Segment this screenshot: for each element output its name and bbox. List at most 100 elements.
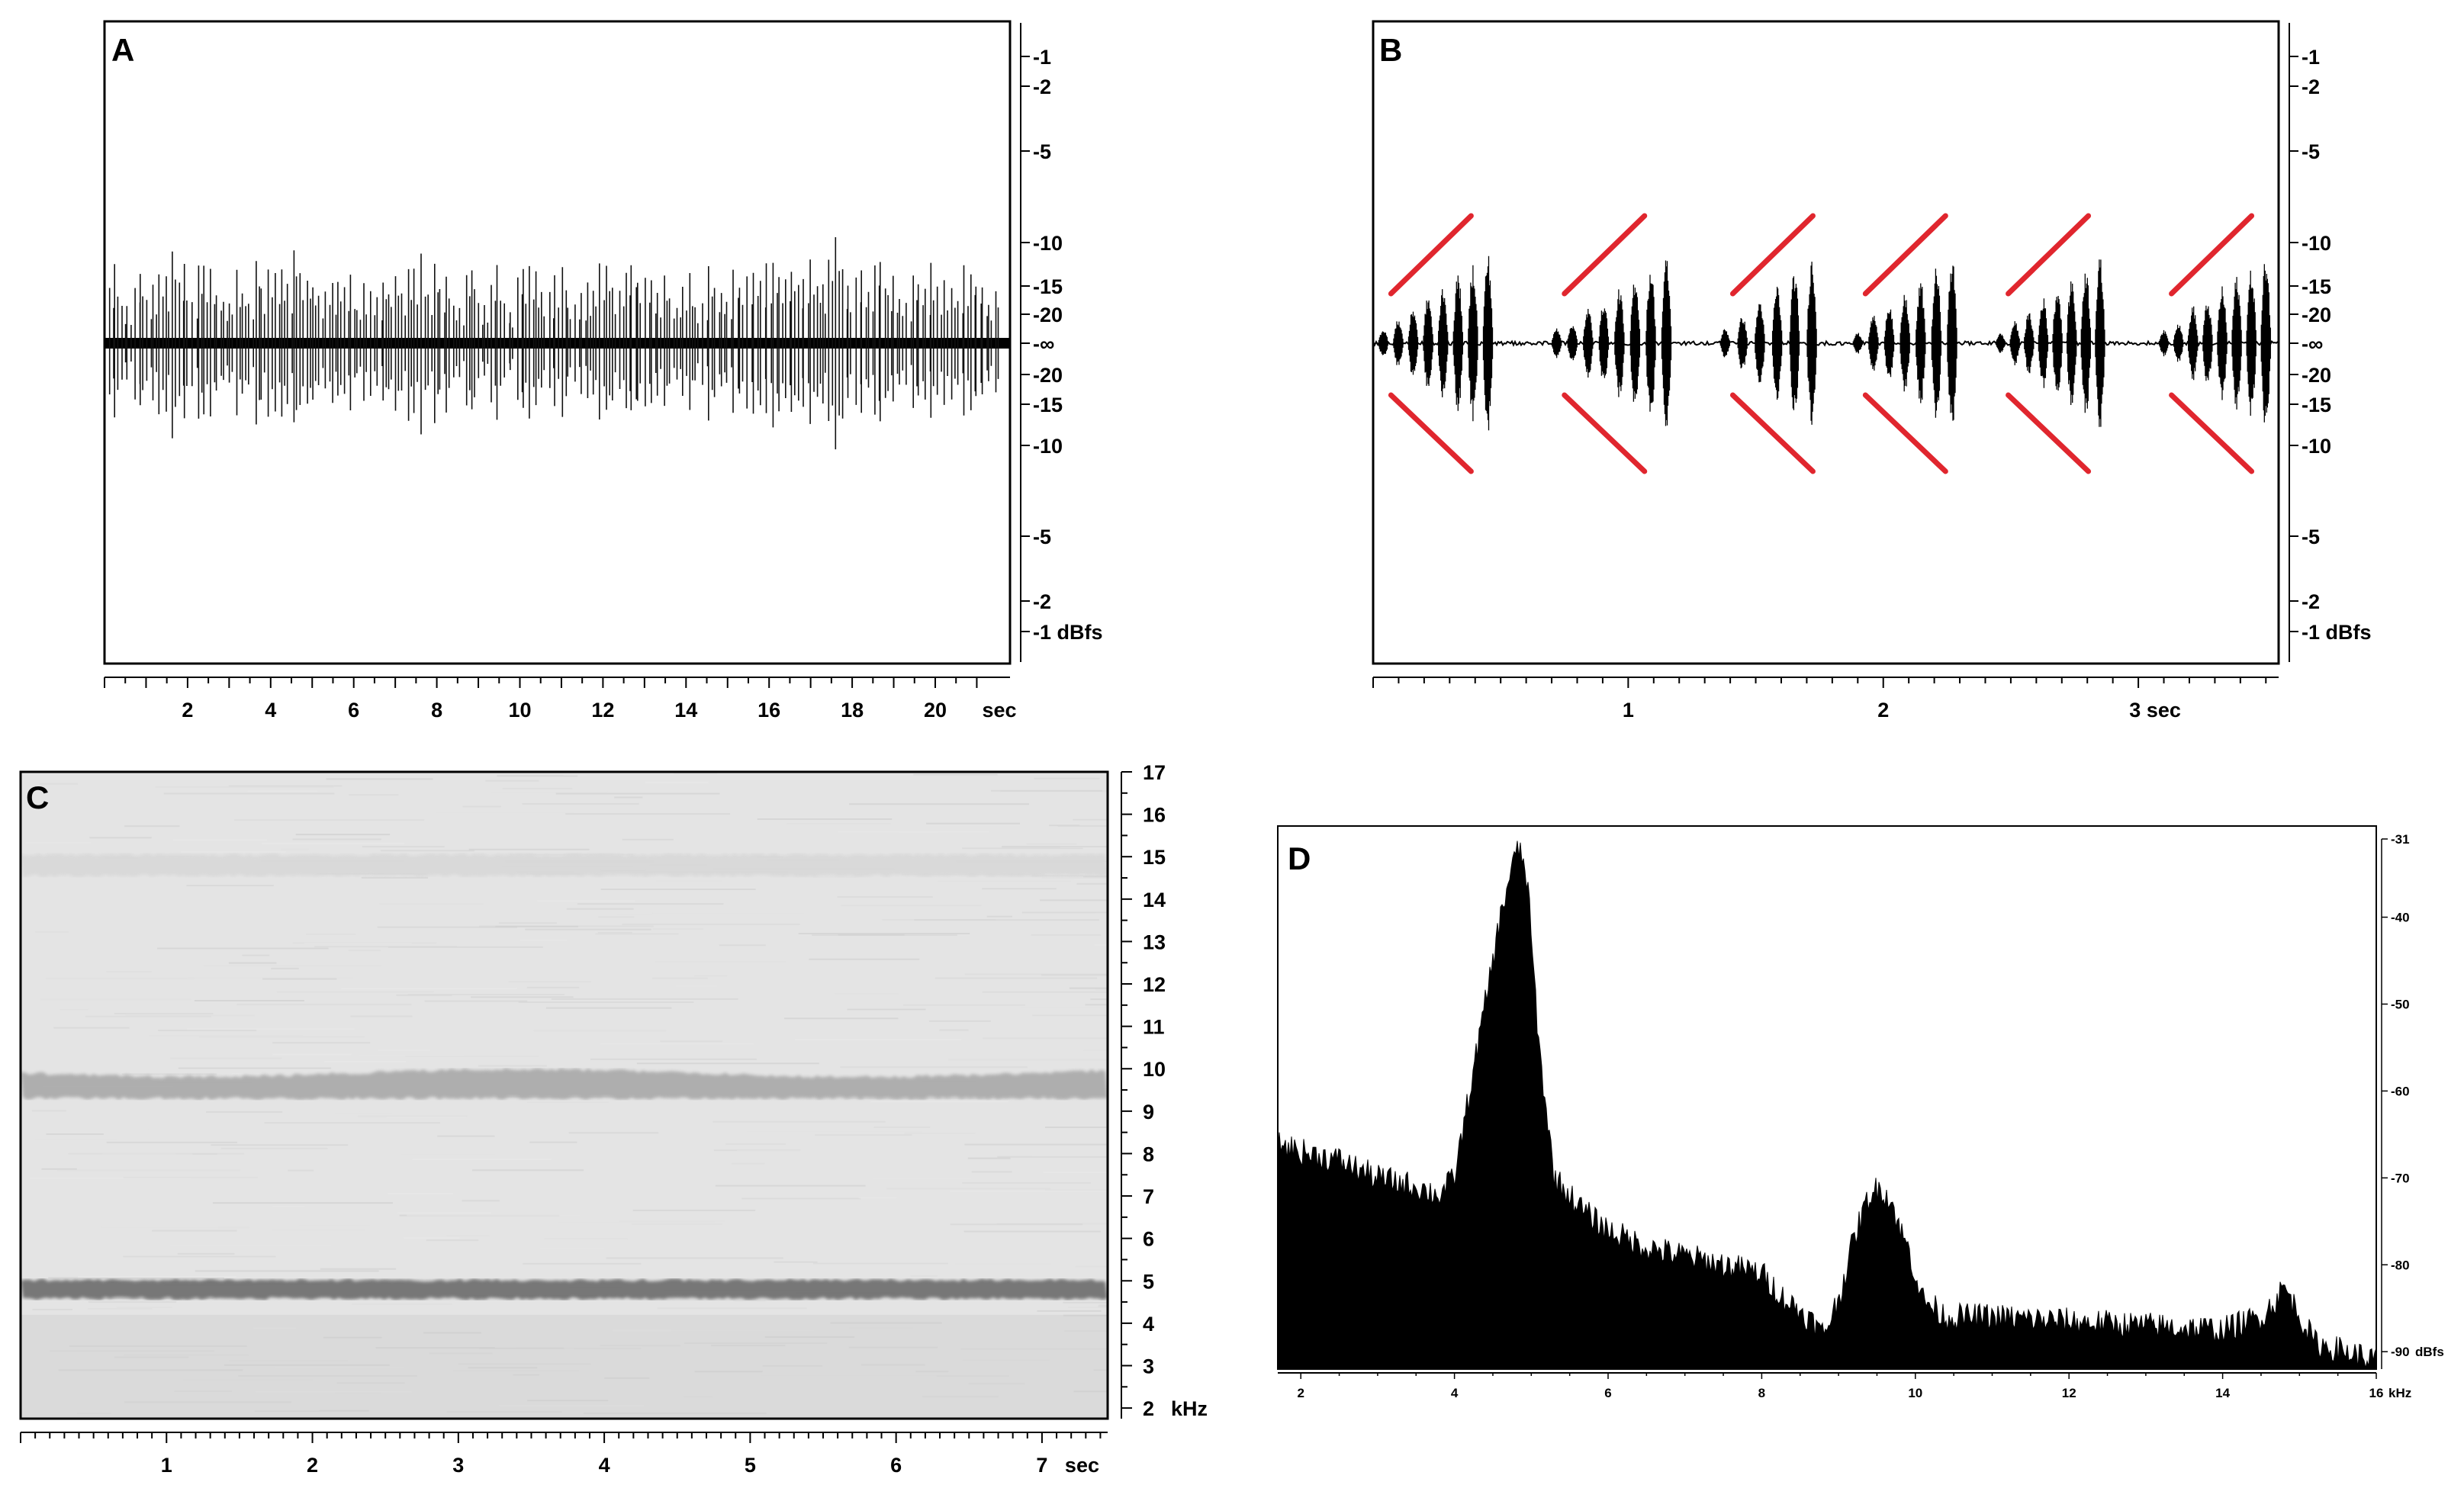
spectrogram-noise xyxy=(732,1162,765,1165)
spectrogram-noise xyxy=(341,988,517,990)
spectrogram-noise xyxy=(773,966,902,968)
spectrogram-noise xyxy=(693,975,728,977)
spectrogram-noise xyxy=(1064,1330,1108,1332)
spectrogram-noise xyxy=(595,933,679,935)
spectrogram-noise xyxy=(1063,1314,1108,1316)
spectrogram-noise xyxy=(106,1141,237,1143)
y-tick-label: 15 xyxy=(1143,846,1166,869)
y-tick-label: 10 xyxy=(1143,1058,1166,1081)
spectrogram-noise xyxy=(462,1200,500,1202)
spectrogram-noise xyxy=(187,977,353,979)
x-tick-label: 5 xyxy=(745,1454,756,1477)
spectrogram-noise xyxy=(471,996,574,998)
spectrogram-noise xyxy=(1095,988,1108,991)
spectrogram-noise xyxy=(928,1020,991,1022)
spectrogram-noise xyxy=(597,932,632,934)
x-tick-label: 14 xyxy=(2215,1386,2230,1400)
spectrogram-noise xyxy=(676,985,718,988)
spectrogram-noise xyxy=(276,1403,350,1406)
spectrogram-noise xyxy=(352,1303,452,1306)
spectrogram-noise xyxy=(964,1143,1108,1146)
spectrogram-noise xyxy=(1068,1307,1108,1309)
spectrogram-noise xyxy=(1043,1172,1108,1174)
spectrogram-noise xyxy=(82,1129,149,1131)
spectrogram-noise xyxy=(1002,846,1108,848)
spectrogram-noise xyxy=(123,1255,276,1258)
x-tick-label: 7 xyxy=(1036,1454,1047,1477)
spectrogram-noise xyxy=(262,978,337,980)
spectrogram-noise xyxy=(872,1178,972,1180)
spectrogram-noise xyxy=(523,1262,642,1265)
x-tick-label: 16 xyxy=(2369,1386,2384,1400)
spectrogram-noise xyxy=(848,1346,938,1348)
panel-a-waveform xyxy=(105,237,1010,450)
spectrogram-noise xyxy=(242,954,270,956)
x-axis-unit: sec xyxy=(1065,1454,1099,1477)
spectrogram-noise xyxy=(361,876,428,879)
spectrogram-noise xyxy=(1073,818,1108,821)
panel-a-x-axis: 2 4 6 8 10 12 14 16 18 20 sec xyxy=(104,677,1017,722)
spectrogram-noise xyxy=(236,1004,412,1006)
y-tick-label: -∞ xyxy=(1033,333,1054,355)
spectrogram-noise xyxy=(436,1403,605,1405)
spectrogram-noise xyxy=(479,1347,565,1349)
spectrogram-noise xyxy=(741,1197,861,1200)
spectrogram-noise xyxy=(873,1127,931,1128)
x-tick-label: 12 xyxy=(591,699,614,722)
spectrogram-noise xyxy=(660,1040,723,1043)
spectrogram-noise xyxy=(1031,934,1102,936)
spectrogram-noise xyxy=(155,786,334,788)
spectrogram-noise xyxy=(600,1345,681,1347)
spectrogram-noise xyxy=(652,928,703,931)
spectrogram-noise xyxy=(218,1226,249,1229)
spectrogram-noise xyxy=(32,1309,72,1310)
spectrogram-noise xyxy=(34,1139,118,1141)
spectrogram-noise xyxy=(1049,1242,1108,1245)
spectrogram-noise xyxy=(904,1132,976,1134)
spectrogram-noise xyxy=(90,1262,246,1265)
spectrogram-noise xyxy=(508,981,591,983)
y-tick-label: -2 xyxy=(2302,76,2320,98)
waveform-pulse-group xyxy=(2158,264,2271,423)
spectrogram-noise xyxy=(485,779,539,782)
spectrogram-noise xyxy=(272,1229,365,1232)
spectrogram-noise xyxy=(53,1027,130,1029)
spectrogram-noise xyxy=(256,1390,412,1393)
panel-a-letter: A xyxy=(111,32,134,68)
spectrogram-noise xyxy=(519,939,568,941)
x-tick-label: 4 xyxy=(599,1454,610,1477)
spectrogram-noise xyxy=(38,1332,66,1334)
spectrogram-noise xyxy=(195,1270,379,1272)
spectrogram-noise xyxy=(1093,1369,1108,1371)
red-annotation-line xyxy=(2169,213,2255,297)
y-tick-label: -2 xyxy=(1033,590,1051,613)
spectrogram-noise xyxy=(229,1360,349,1361)
spectrogram-noise xyxy=(712,1207,817,1209)
spectrogram-noise xyxy=(58,1369,243,1371)
spectrogram-noise xyxy=(180,850,286,853)
panel-b: B 1 2 3 sec -1 -2 -5 -10 -15 -20 -∞ -20 -15 -10 -5 -2… xyxy=(1372,20,2372,722)
spectrogram-noise xyxy=(446,1235,490,1237)
spectrogram-noise xyxy=(247,790,318,792)
waveform-baseline xyxy=(105,338,1010,349)
spectrogram-noise xyxy=(169,1244,331,1246)
spectrogram-noise xyxy=(152,1229,237,1232)
spectrogram-noise xyxy=(89,837,152,839)
y-tick-label: -1 xyxy=(1033,46,1051,69)
spectrogram-noise xyxy=(375,1350,516,1352)
spectrogram-noise xyxy=(102,1153,176,1156)
spectrogram-noise xyxy=(937,880,1072,882)
y-tick-label: -50 xyxy=(2391,997,2410,1011)
spectrogram-noise xyxy=(533,1030,667,1032)
spectrogram-noise xyxy=(1083,1049,1108,1052)
spectrogram-noise xyxy=(375,1347,495,1349)
spectrogram-noise xyxy=(962,1181,1091,1184)
spectrogram-noise xyxy=(645,781,709,783)
spectrogram-noise xyxy=(234,819,425,821)
spectrogram-noise xyxy=(56,1169,241,1172)
spectrogram-noise xyxy=(499,922,557,924)
spectrogram-noise xyxy=(48,1277,224,1279)
spectrogram-noise xyxy=(1063,1301,1108,1303)
spectrogram-noise xyxy=(544,1238,628,1240)
red-annotation-line xyxy=(1729,213,1816,297)
